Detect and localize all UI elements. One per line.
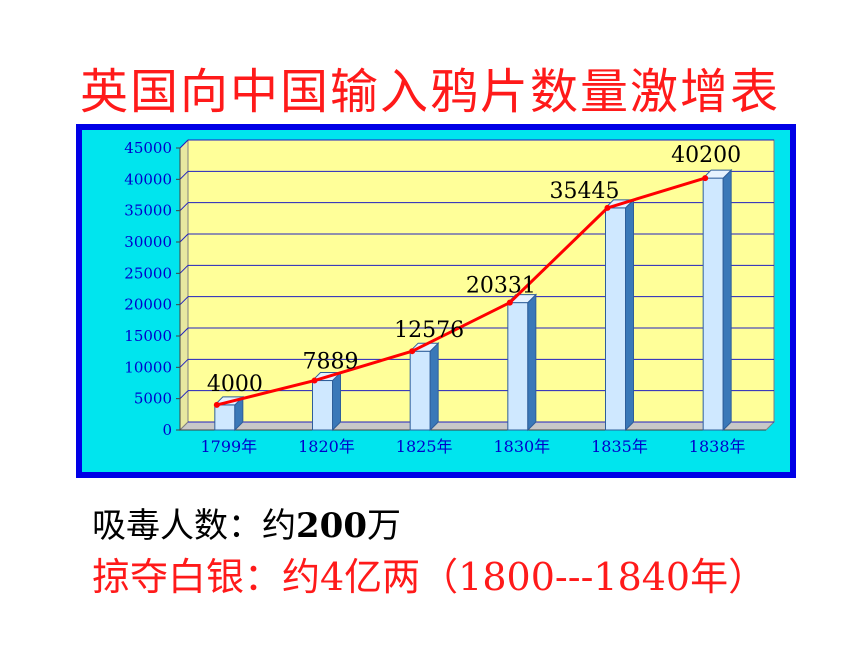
data-label: 20331 bbox=[466, 274, 536, 299]
data-label: 40200 bbox=[671, 143, 741, 168]
page-title: 英国向中国输入鸦片数量激增表 bbox=[79, 64, 780, 120]
data-label: 12576 bbox=[394, 318, 464, 343]
trend-point bbox=[604, 204, 611, 211]
bar bbox=[702, 177, 724, 431]
bar-side bbox=[625, 198, 634, 432]
gridline-diag bbox=[179, 264, 189, 274]
y-tick-label: 10000 bbox=[124, 358, 172, 376]
x-tick-label: 1835年 bbox=[591, 437, 648, 456]
chart-frame: 0 5000 10000 15000 20000 25000 30000 35000 40000… bbox=[76, 124, 796, 478]
gridline-diag bbox=[179, 202, 189, 212]
data-label: 35445 bbox=[550, 179, 620, 204]
bar-side bbox=[332, 371, 341, 432]
trend-point bbox=[213, 401, 220, 408]
trend-point bbox=[409, 348, 416, 355]
gridline-diag bbox=[179, 233, 189, 243]
addicts-value: 200 bbox=[296, 506, 367, 546]
trend-point bbox=[311, 377, 318, 384]
x-tick-label: 1825年 bbox=[396, 437, 453, 456]
y-tick-label: 5000 bbox=[134, 390, 172, 408]
y-tick-label: 45000 bbox=[124, 139, 172, 157]
bar-top bbox=[701, 169, 733, 179]
gridline-diag bbox=[179, 327, 189, 337]
bar-side bbox=[722, 168, 732, 432]
addicts-unit: 万 bbox=[366, 506, 401, 546]
silver-note: 掠夺白银：约4亿两（1800---1840年） bbox=[92, 555, 767, 599]
y-tick-label: 0 bbox=[162, 421, 172, 439]
trend-point bbox=[506, 299, 513, 306]
bar bbox=[605, 207, 626, 431]
addicts-label: 吸毒人数：约 bbox=[92, 506, 296, 546]
trend-point bbox=[702, 175, 709, 182]
bar bbox=[507, 302, 529, 431]
y-tick-label: 25000 bbox=[124, 264, 172, 282]
bar-side bbox=[527, 293, 537, 432]
y-tick-label: 40000 bbox=[124, 170, 172, 188]
gridline-diag bbox=[179, 390, 189, 400]
plot-floor bbox=[178, 421, 776, 431]
x-tick-label: 1799年 bbox=[200, 437, 257, 456]
gridline-diag bbox=[179, 296, 189, 306]
data-label: 7889 bbox=[303, 350, 359, 375]
bar-chart: 0 5000 10000 15000 20000 25000 30000 35000 40000… bbox=[124, 138, 776, 456]
bar bbox=[214, 404, 236, 431]
y-tick-label: 15000 bbox=[124, 327, 172, 345]
gridline-diag bbox=[179, 139, 189, 149]
x-tick-label: 1830年 bbox=[493, 437, 550, 456]
plot-side-wall bbox=[179, 138, 189, 432]
addicts-note: 吸毒人数：约200万 bbox=[92, 498, 401, 547]
y-tick-label: 30000 bbox=[124, 233, 172, 251]
gridline-diag bbox=[179, 358, 189, 368]
x-tick-label: 1838年 bbox=[689, 437, 746, 456]
data-label: 4000 bbox=[207, 372, 263, 397]
gridline-diag bbox=[179, 170, 189, 180]
trend-line bbox=[216, 176, 706, 407]
x-tick-label: 1820年 bbox=[298, 437, 355, 456]
bar bbox=[409, 350, 431, 431]
y-tick-label: 35000 bbox=[124, 202, 172, 220]
bar-side bbox=[429, 341, 439, 432]
bar bbox=[312, 380, 333, 431]
y-tick-label: 20000 bbox=[124, 296, 172, 314]
